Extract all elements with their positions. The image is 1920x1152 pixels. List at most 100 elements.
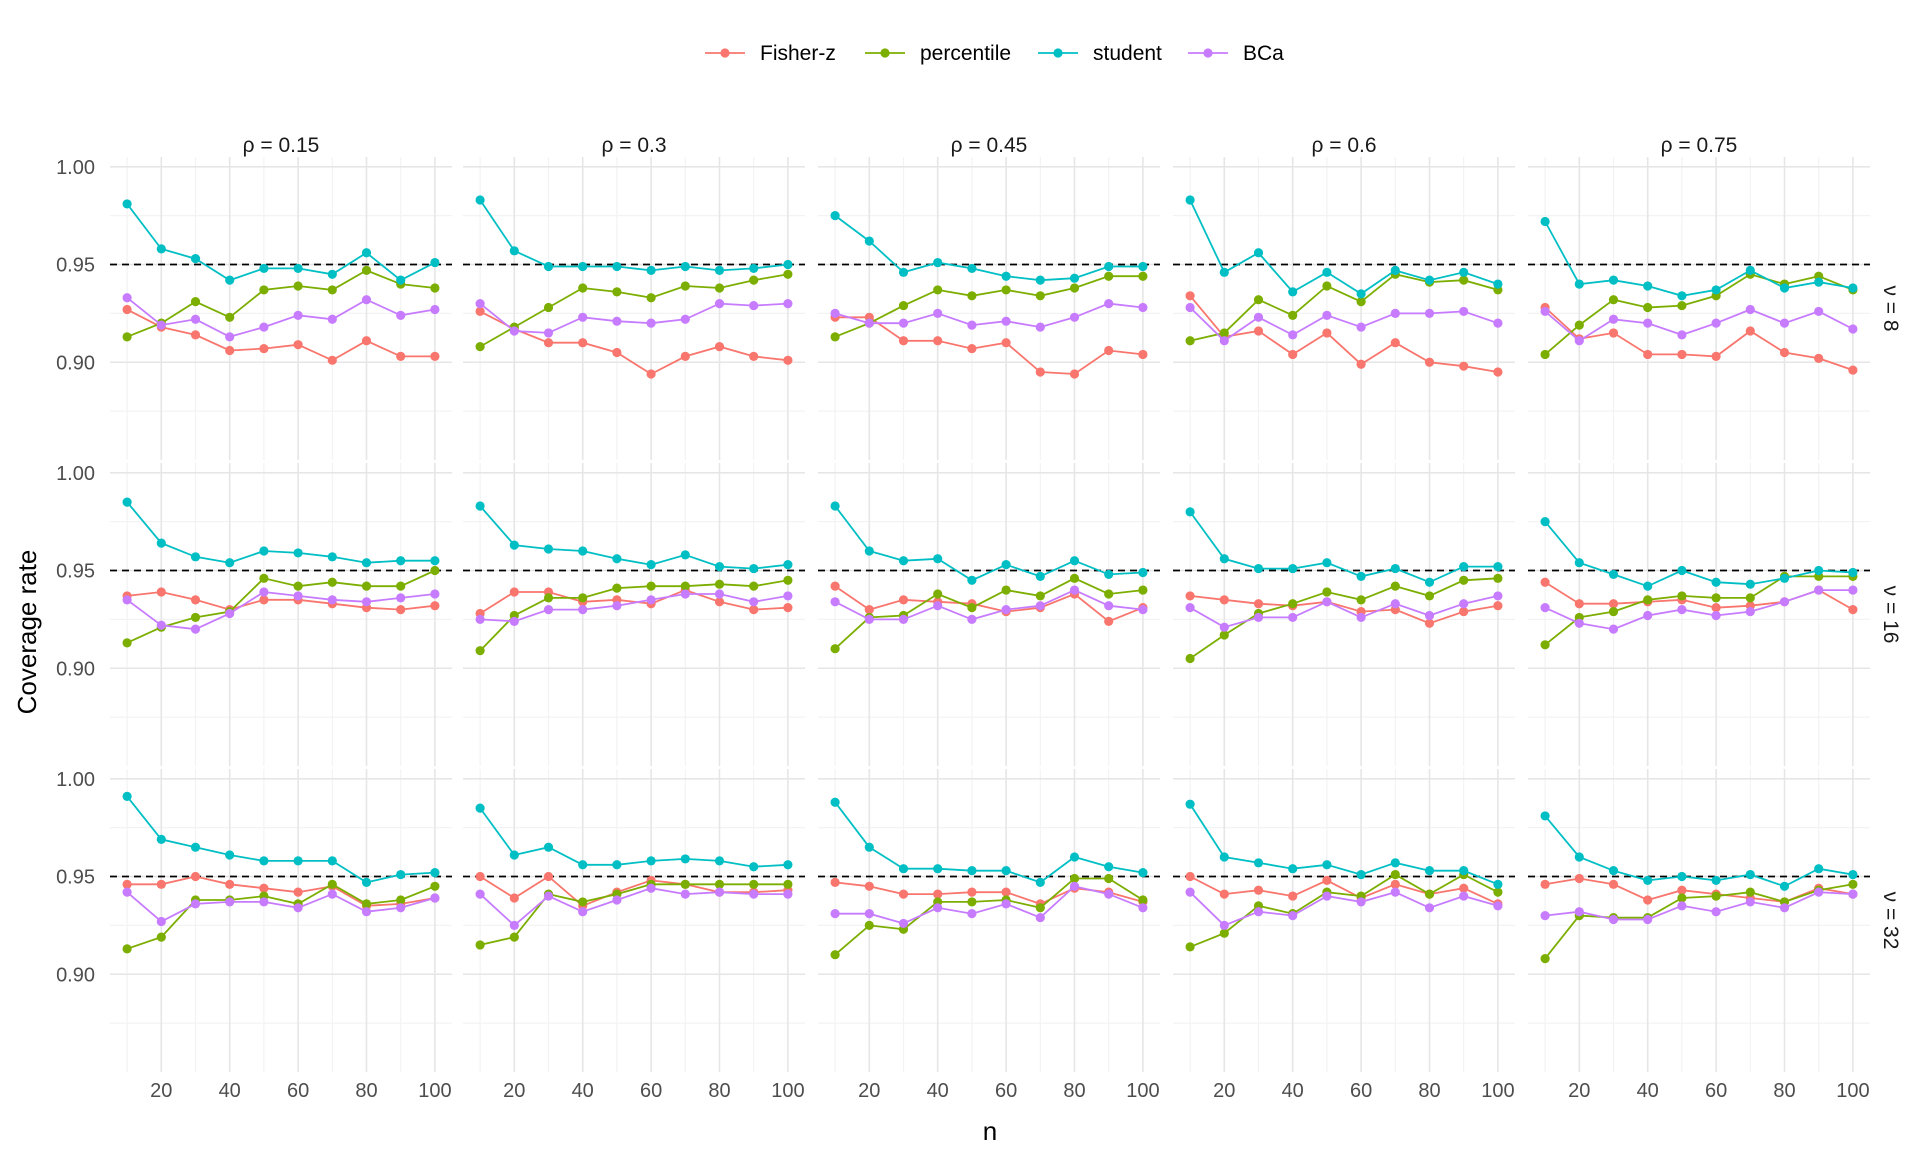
x-tick-label: 80: [1773, 1080, 1795, 1102]
data-point-student: [1643, 875, 1653, 886]
data-point-student: [430, 556, 440, 566]
data-point-fisher-z: [1390, 338, 1400, 348]
data-point-percentile: [327, 285, 337, 295]
data-point-fisher-z: [1138, 349, 1148, 360]
data-point-bca: [1253, 907, 1264, 917]
data-point-percentile: [830, 644, 840, 654]
series-line-bca: [1189, 891, 1499, 927]
data-point-percentile: [396, 581, 406, 591]
data-point-fisher-z: [1608, 328, 1619, 338]
data-point-student: [1459, 562, 1469, 572]
data-point-student: [1185, 799, 1195, 809]
series-line-percentile: [834, 577, 1144, 650]
data-point-student: [1848, 869, 1858, 880]
data-point-bca: [396, 310, 406, 320]
data-point-percentile: [578, 283, 588, 293]
data-point-percentile: [509, 932, 519, 942]
data-point-bca: [1138, 903, 1148, 913]
data-point-percentile: [293, 281, 303, 291]
data-point-student: [898, 267, 909, 277]
data-point-bca: [543, 328, 554, 338]
data-point-student: [1035, 275, 1045, 285]
data-point-bca: [1185, 302, 1195, 313]
x-tick-label: 20: [858, 1080, 880, 1102]
data-point-percentile: [430, 881, 440, 891]
panel-r2-c4: [1528, 769, 1870, 1072]
data-point-percentile: [578, 897, 588, 907]
data-point-student: [1219, 852, 1229, 862]
data-point-student: [830, 501, 840, 511]
data-point-bca: [1069, 881, 1080, 891]
data-point-bca: [1677, 901, 1687, 911]
data-point-student: [578, 546, 588, 556]
data-point-bca: [1185, 887, 1195, 897]
data-point-student: [293, 856, 303, 866]
data-point-percentile: [749, 275, 759, 285]
legend-key-point: [880, 48, 890, 58]
data-point-bca: [783, 299, 793, 309]
data-point-bca: [1424, 308, 1435, 318]
series-line-percentile: [479, 579, 789, 652]
data-point-student: [1711, 577, 1721, 587]
data-point-bca: [156, 620, 166, 630]
data-point-bca: [1035, 322, 1045, 332]
data-point-bca: [1848, 585, 1858, 595]
data-point-fisher-z: [1001, 338, 1011, 348]
data-point-fisher-z: [1493, 601, 1503, 611]
data-point-fisher-z: [1814, 353, 1824, 363]
data-point-student: [783, 860, 793, 870]
data-point-fisher-z: [714, 342, 725, 352]
data-point-bca: [1574, 618, 1584, 628]
series-line-student: [479, 199, 789, 272]
data-point-student: [1138, 868, 1148, 878]
data-point-student: [122, 791, 132, 801]
panel-series-r1-c2: [830, 501, 1148, 654]
x-tick-label: 80: [1418, 1080, 1440, 1102]
data-point-fisher-z: [327, 355, 337, 365]
x-tick-label: 60: [995, 1080, 1017, 1102]
series-line-bca: [126, 296, 436, 338]
strip-label-col-1: ρ = 0.3: [601, 134, 666, 157]
series-line-student: [1189, 803, 1499, 886]
data-point-student: [1390, 563, 1400, 574]
data-point-bca: [190, 314, 201, 324]
data-point-percentile: [646, 293, 656, 303]
data-point-student: [1390, 265, 1400, 275]
data-point-bca: [1814, 306, 1824, 317]
data-point-student: [749, 563, 759, 574]
data-point-fisher-z: [1779, 347, 1790, 358]
data-point-bca: [509, 616, 519, 626]
data-point-student: [967, 866, 977, 876]
series-line-percentile: [1189, 873, 1499, 948]
x-tick-label: 40: [572, 1080, 594, 1102]
strip-label-col-2: ρ = 0.45: [951, 134, 1028, 157]
data-point-percentile: [475, 940, 485, 950]
data-point-student: [475, 501, 485, 511]
data-point-student: [543, 261, 554, 272]
data-point-percentile: [1138, 271, 1148, 281]
data-point-percentile: [430, 283, 440, 293]
data-point-fisher-z: [898, 595, 909, 605]
panel-series-r1-c0: [122, 497, 440, 648]
data-point-percentile: [1608, 606, 1619, 617]
data-point-percentile: [612, 583, 622, 593]
data-point-bca: [749, 889, 759, 899]
data-point-bca: [714, 589, 725, 599]
data-point-fisher-z: [1493, 367, 1503, 377]
data-point-bca: [1390, 308, 1400, 318]
series-line-fisher-z: [1544, 306, 1854, 371]
data-point-bca: [259, 322, 269, 332]
series-line-student: [1189, 511, 1498, 584]
data-point-student: [1001, 271, 1011, 281]
data-point-fisher-z: [475, 871, 485, 882]
series-line-fisher-z: [1544, 581, 1854, 611]
data-point-fisher-z: [680, 351, 690, 361]
data-point-bca: [1390, 599, 1400, 609]
series-line-bca: [480, 593, 789, 623]
data-point-bca: [1104, 889, 1114, 899]
x-tick-label: 40: [1282, 1080, 1304, 1102]
data-point-student: [361, 248, 372, 258]
x-tick-label: 80: [708, 1080, 730, 1102]
data-point-fisher-z: [646, 369, 656, 379]
data-point-student: [1574, 279, 1584, 289]
